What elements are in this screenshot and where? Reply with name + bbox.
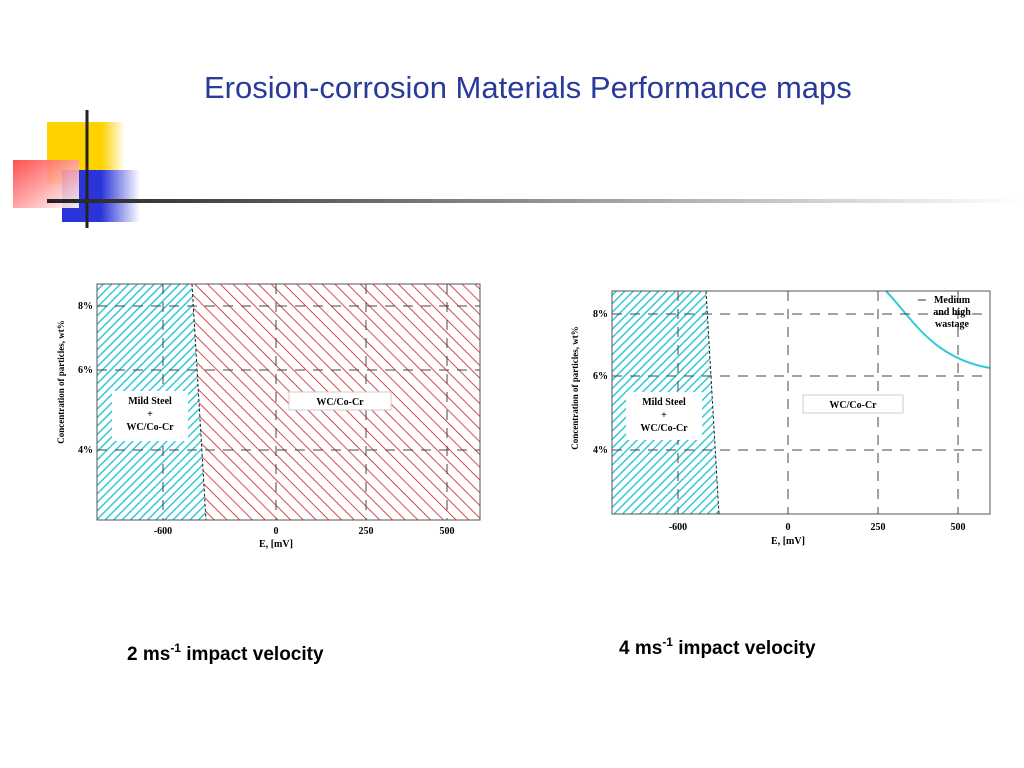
caption-exponent: -1 <box>170 641 181 655</box>
x-tick-label: 0 <box>786 522 791 533</box>
plot-frame <box>611 290 991 515</box>
region-label-line: Mild Steel <box>642 397 686 408</box>
x-tick-label: 500 <box>951 522 966 533</box>
caption-text: impact velocity <box>678 638 816 659</box>
caption-4ms-impact-velocity: 4 ms-1 impact velocity <box>619 635 816 660</box>
y-tick-label: 8% <box>78 301 93 312</box>
region-label-line: WC/Co-Cr <box>316 397 364 408</box>
y-tick-label: 4% <box>78 445 93 456</box>
plot-frame <box>96 283 481 521</box>
wastage-boundary <box>885 290 991 369</box>
caption-velocity: 4 ms <box>619 638 663 659</box>
performance-map-4ms: Mild Steel + WC/Co-Cr WC/Co-Cr Medium an… <box>552 278 1012 578</box>
y-tick-label: 4% <box>593 445 608 456</box>
y-axis-label: Concentration of particles, wt% <box>570 326 580 449</box>
region-boundary <box>705 290 720 515</box>
y-tick-label: 6% <box>78 365 93 376</box>
region-label-line: and high <box>933 307 971 318</box>
caption-text: impact velocity <box>186 644 324 665</box>
region-label-line: WC/Co-Cr <box>640 423 688 434</box>
region-label-line: Mild Steel <box>128 396 172 407</box>
x-tick-label: 250 <box>871 522 886 533</box>
x-axis-label: E, [mV] <box>771 536 805 547</box>
y-axis-label: Concentration of particles, wt% <box>56 320 66 443</box>
x-tick-label: 500 <box>440 526 455 537</box>
region-label-line: WC/Co-Cr <box>829 400 877 411</box>
region-label-line: + <box>661 410 667 421</box>
performance-map-2ms: Mild Steel + WC/Co-Cr WC/Co-Cr 8% 6% 4% … <box>40 270 500 570</box>
x-axis-label: E, [mV] <box>259 539 293 550</box>
region-label-line: Medium <box>934 295 971 306</box>
caption-2ms-impact-velocity: 2 ms-1 impact velocity <box>127 641 324 666</box>
x-tick-label: 250 <box>359 526 374 537</box>
x-tick-label: -600 <box>154 526 172 537</box>
region-medium-high-wastage <box>886 291 990 368</box>
deco-horizontal-line <box>47 199 1024 203</box>
region-label-line: + <box>147 409 153 420</box>
caption-exponent: -1 <box>662 635 673 649</box>
y-tick-label: 6% <box>593 371 608 382</box>
region-boundary <box>191 283 207 521</box>
region-label-line: wastage <box>935 319 969 330</box>
x-tick-label: -600 <box>669 522 687 533</box>
page-title: Erosion-corrosion Materials Performance … <box>204 70 852 105</box>
caption-velocity: 2 ms <box>127 644 171 665</box>
decorative-corner-graphic <box>13 110 1024 228</box>
y-tick-label: 8% <box>593 309 608 320</box>
x-tick-label: 0 <box>274 526 279 537</box>
region-label-line: WC/Co-Cr <box>126 422 174 433</box>
